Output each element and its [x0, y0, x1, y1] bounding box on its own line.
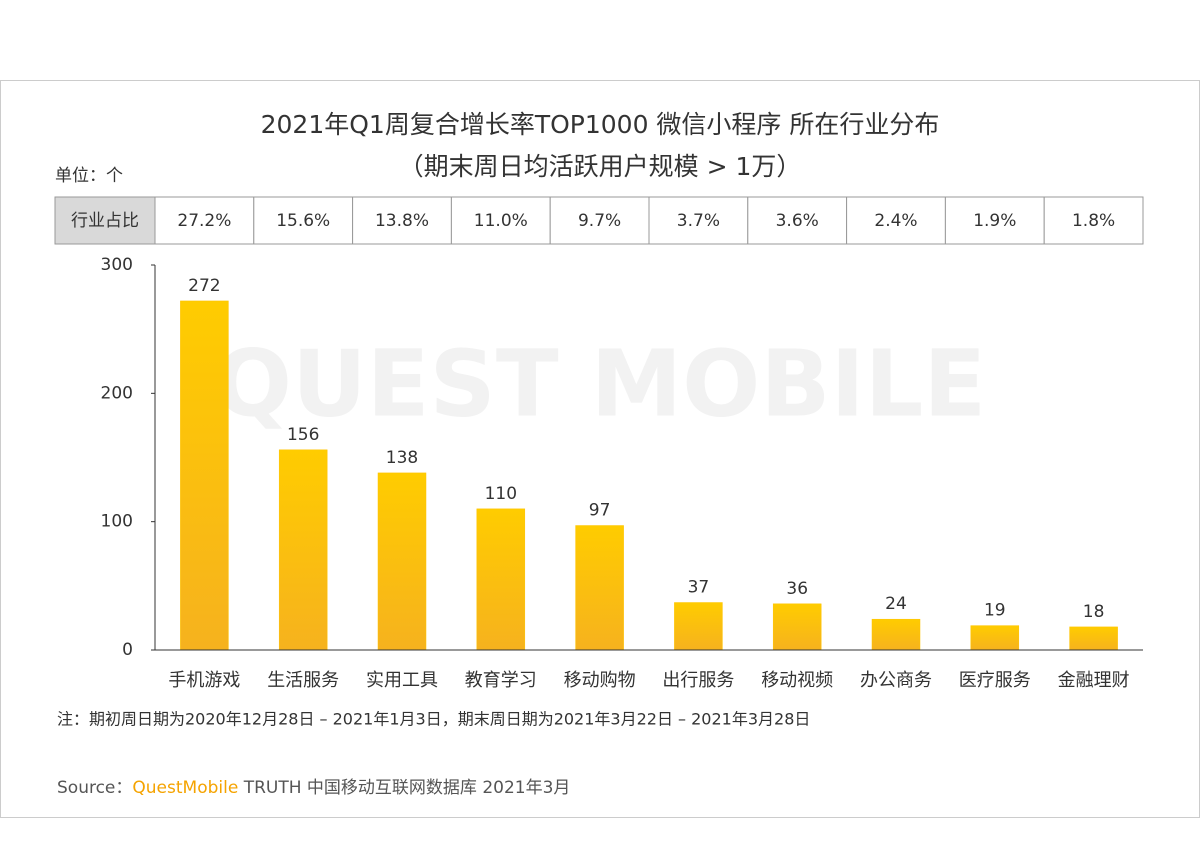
watermark: QUEST MOBILE — [214, 330, 986, 437]
share-cell — [154, 196, 255, 245]
share-value: 27.2% — [177, 211, 231, 231]
share-value: 9.7% — [578, 211, 621, 231]
share-value: 1.9% — [973, 211, 1016, 231]
source: Source：QuestMobile TRUTH 中国移动互联网数据库 2021… — [57, 778, 570, 798]
source-brand: QuestMobile — [132, 778, 238, 798]
share-cell — [1043, 196, 1144, 245]
share-cell — [944, 196, 1045, 245]
value-label: 37 — [688, 578, 710, 598]
bar — [674, 602, 723, 651]
value-label: 272 — [188, 276, 220, 296]
x-tick-label: 金融理财 — [1058, 670, 1130, 691]
share-value: 11.0% — [474, 211, 528, 231]
share-cell — [846, 196, 946, 245]
value-label: 97 — [589, 501, 611, 521]
share-header-cell — [54, 196, 156, 245]
share-value: 13.8% — [375, 211, 429, 231]
chart-title: 2021年Q1周复合增长率TOP1000 微信小程序 所在行业分布 — [261, 110, 940, 139]
x-tick-label: 办公商务 — [860, 670, 932, 691]
value-label: 19 — [984, 601, 1006, 621]
bar — [377, 472, 427, 651]
share-value: 3.7% — [677, 211, 720, 231]
source-prefix: Source： — [57, 778, 132, 798]
share-cell — [648, 196, 749, 245]
bar — [476, 508, 526, 651]
x-tick-label: 移动购物 — [564, 670, 636, 691]
share-value: 15.6% — [276, 211, 330, 231]
chart-subtitle: （期末周日均活跃用户规模 > 1万） — [399, 152, 802, 181]
source-rest: TRUTH 中国移动互联网数据库 2021年3月 — [238, 778, 570, 798]
value-label: 156 — [287, 425, 319, 445]
x-tick-label: 医疗服务 — [959, 670, 1031, 691]
share-value: 1.8% — [1072, 211, 1115, 231]
value-label: 36 — [786, 579, 808, 599]
x-tick-label: 教育学习 — [465, 670, 537, 691]
share-value: 3.6% — [776, 211, 819, 231]
unit-label: 单位：个 — [55, 166, 123, 186]
share-cell — [253, 196, 354, 245]
y-tick-label: 300 — [101, 255, 133, 275]
x-tick-label: 移动视频 — [761, 670, 833, 691]
bar — [871, 618, 921, 651]
share-cell — [747, 196, 848, 245]
x-tick-label: 实用工具 — [366, 670, 438, 691]
share-cell — [450, 196, 551, 245]
y-tick-label: 200 — [101, 383, 133, 403]
bar — [1069, 626, 1118, 651]
bar — [772, 603, 822, 651]
x-tick-label: 手机游戏 — [168, 670, 240, 691]
bar — [180, 300, 229, 651]
share-value: 2.4% — [874, 211, 917, 231]
value-label: 110 — [485, 484, 517, 504]
x-tick-label: 出行服务 — [662, 670, 734, 691]
share-cell — [549, 196, 650, 245]
bar — [970, 625, 1020, 651]
y-tick-label: 100 — [101, 512, 133, 532]
x-tick-label: 生活服务 — [267, 670, 339, 691]
value-label: 18 — [1083, 602, 1105, 622]
bar — [278, 449, 328, 651]
value-label: 138 — [386, 448, 418, 468]
note: 注：期初周日期为2020年12月28日 – 2021年1月3日，期末周日期为20… — [57, 710, 810, 729]
share-header: 行业占比 — [71, 211, 139, 231]
y-tick-label: 0 — [122, 640, 133, 660]
value-label: 24 — [885, 594, 907, 614]
bar — [575, 525, 624, 651]
